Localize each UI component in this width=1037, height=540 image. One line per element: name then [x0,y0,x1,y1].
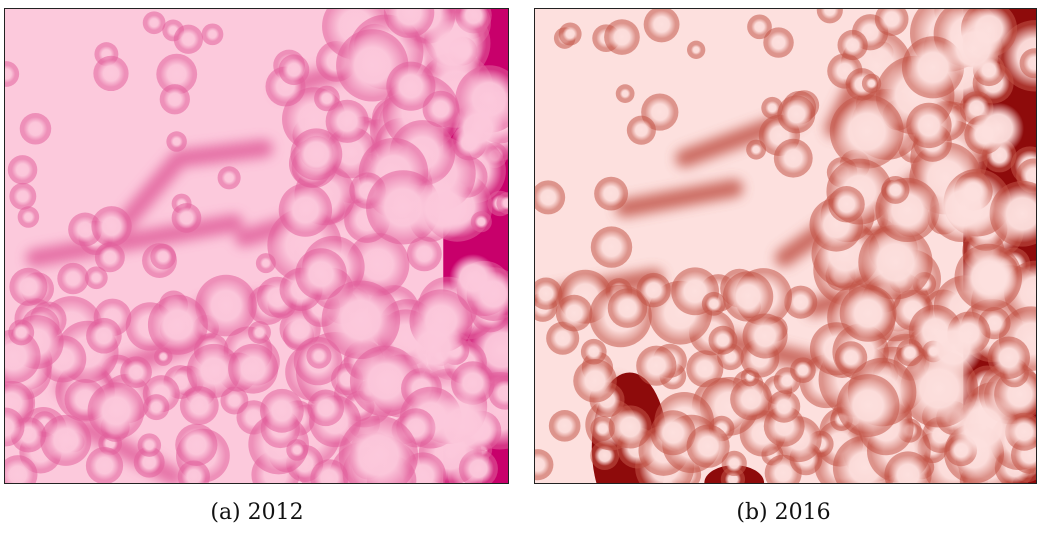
heatmap-2016 [534,8,1037,484]
caption-a: (a) 2012 [210,500,304,525]
figure-b: (b) 2016 [530,0,1037,540]
caption-b: (b) 2016 [736,500,831,525]
heatmap-2012-image [5,9,508,483]
figure-a: (a) 2012 [0,0,514,540]
heatmap-2016-image [535,9,1036,483]
heatmap-2012 [4,8,509,484]
